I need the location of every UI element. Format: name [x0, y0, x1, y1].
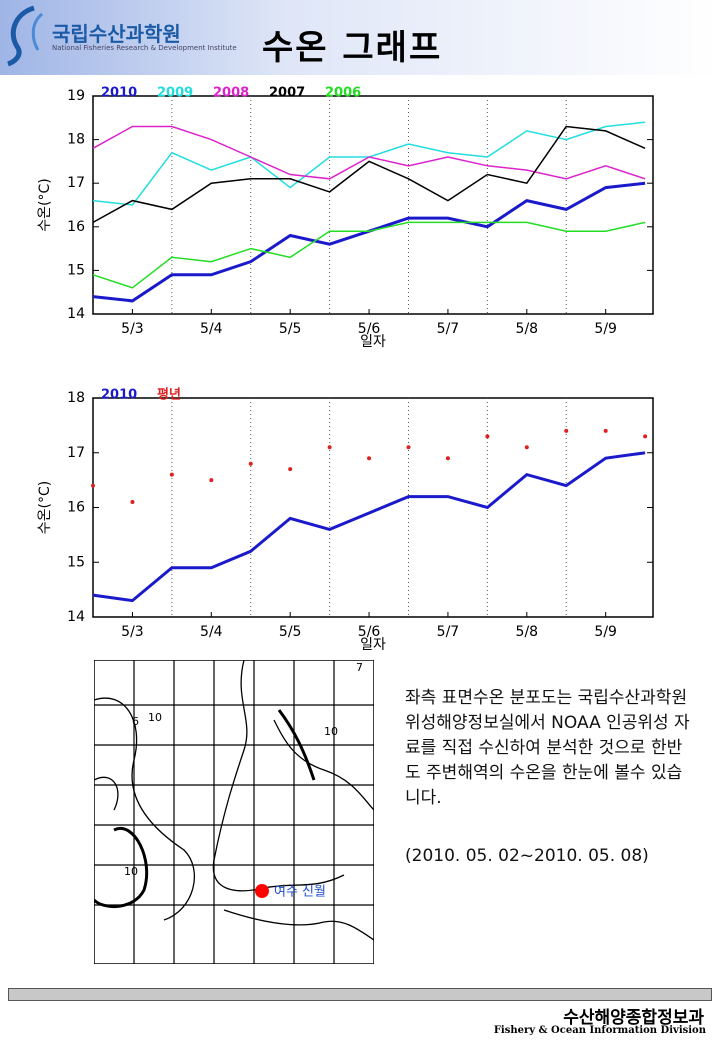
header-band: [0, 0, 720, 75]
legend-entry: 2010: [101, 86, 137, 101]
chart: 14 15 16 17 18 5/3 5/4 5/5 5/6 5/7 5/8 5/9 일자 수온(°C) 2…: [37, 387, 654, 650]
data-dot: [169, 472, 174, 477]
y-axis-label: 수온(°C): [37, 481, 53, 534]
station-dot: [255, 884, 269, 898]
contour-label: 10: [148, 711, 162, 724]
plot-area: [92, 397, 654, 618]
legend-entry: 2007: [269, 86, 305, 101]
legend-entry: 2009: [157, 86, 193, 101]
contour-label: 10: [124, 865, 138, 878]
contour-label: 7: [356, 661, 363, 674]
data-dot: [485, 434, 490, 439]
series-line: [92, 221, 646, 289]
footer-division-en: Fishery & Ocean Information Division: [493, 1025, 706, 1036]
contour-label: 6: [132, 715, 139, 728]
x-tick-label: 5/3: [121, 624, 144, 640]
x-tick-label: 5/9: [594, 624, 617, 640]
y-tick-label: 17: [67, 445, 85, 461]
data-dot: [91, 483, 95, 488]
period: (2010. 05. 02~2010. 05. 08): [405, 846, 649, 866]
y-tick-label: 18: [67, 390, 85, 406]
data-dot: [327, 445, 332, 450]
legend-entry: 2010: [101, 388, 137, 403]
series-line: [92, 125, 646, 224]
y-tick-label: 14: [67, 609, 85, 625]
y-axis-label: 수온(°C): [37, 178, 53, 231]
x-tick-label: 5/3: [121, 321, 144, 337]
plot-area: [92, 95, 654, 315]
y-tick-label: 18: [67, 132, 85, 148]
legend-entry: 2008: [213, 86, 249, 101]
footer-division: 수산해양종합정보과: [563, 1008, 704, 1028]
y-tick-label: 16: [67, 219, 85, 235]
data-dot: [564, 428, 569, 433]
data-dot: [406, 445, 411, 450]
chart: 14 15 16 17 18 19 5/3 5/4 5/5 5/6 5/7 5/8 5/9 일자 수온(°C…: [37, 86, 654, 350]
series-line: [92, 451, 646, 603]
x-tick-label: 5/6: [358, 624, 381, 640]
data-dot: [445, 456, 450, 461]
y-tick-label: 19: [67, 88, 85, 104]
x-tick-label: 5/8: [516, 321, 539, 337]
sst-map: 7 6 10 10 10 여수 신월: [94, 660, 374, 964]
data-dot: [248, 461, 253, 466]
contour-label: 10: [324, 725, 338, 738]
series-line: [92, 125, 646, 180]
x-tick-label: 5/7: [437, 321, 460, 337]
page-title: 수온 그래프: [262, 28, 443, 68]
data-dot: [209, 478, 214, 483]
x-axis-label: 일자: [360, 637, 386, 650]
x-tick-label: 5/5: [279, 624, 302, 640]
y-tick-label: 14: [67, 306, 85, 322]
x-tick-label: 5/8: [516, 624, 539, 640]
data-dot: [643, 434, 648, 439]
logo-text: 국립수산과학원: [52, 22, 181, 46]
x-tick-label: 5/4: [200, 624, 223, 640]
x-tick-label: 5/5: [279, 321, 302, 337]
x-tick-label: 5/9: [594, 321, 617, 337]
y-tick-label: 15: [67, 554, 85, 570]
x-axis-label: 일자: [360, 334, 386, 350]
data-dot: [130, 500, 135, 505]
legend-entry: 평년: [157, 387, 181, 403]
legend-entry: 2006: [325, 86, 361, 101]
x-tick-label: 5/7: [437, 624, 460, 640]
footer-bar: [8, 988, 712, 1001]
y-tick-label: 16: [67, 500, 85, 516]
logo-subtext: National Fisheries Research & Developmen…: [52, 44, 237, 52]
data-dot: [288, 467, 293, 472]
data-dot: [524, 445, 529, 450]
logo-mark: [7, 5, 44, 67]
data-dot: [367, 456, 372, 461]
data-dot: [603, 428, 608, 433]
y-tick-label: 17: [67, 175, 85, 191]
station-label: 여수 신월: [274, 885, 326, 900]
x-tick-label: 5/4: [200, 321, 223, 337]
y-tick-label: 15: [67, 262, 85, 278]
x-tick-label: 5/6: [358, 321, 381, 337]
description: 좌측 표면수온 분포도는 국립수산과학원 위성해양정보실에서 NOAA 인공위성…: [405, 688, 690, 808]
